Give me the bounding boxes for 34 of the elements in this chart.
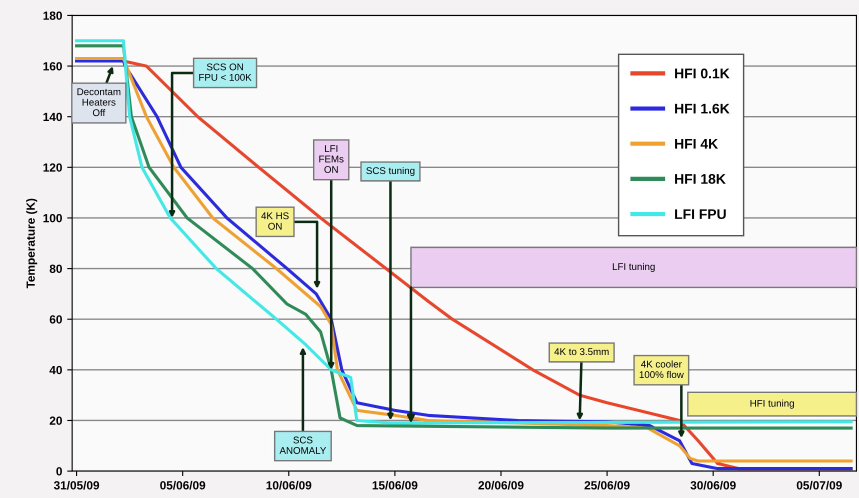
legend-label: HFI 1.6K	[675, 104, 730, 114]
annotation: 4K HS ON	[261, 212, 289, 230]
y-tick-label: 60	[50, 315, 62, 324]
y-tick-label: 120	[43, 163, 62, 172]
annotation: SCS tuning	[366, 166, 414, 176]
y-tick-label: 0	[56, 467, 62, 476]
x-tick-label: 15/06/09	[372, 480, 418, 490]
x-tick-label: 20/06/09	[478, 480, 524, 490]
annotation: LFI FEMs ON	[319, 145, 344, 173]
x-tick-label: 31/05/09	[54, 480, 100, 490]
y-tick-label: 40	[49, 366, 62, 374]
y-tick-label: 100	[43, 214, 62, 222]
annotation: 4K to 3.5mm	[554, 348, 609, 356]
y-tick-label: 80	[50, 264, 62, 273]
x-tick-label: 05/07/09	[796, 480, 842, 490]
x-tick-label: 05/06/09	[160, 480, 206, 490]
annotation: Decontam Heaters Off	[77, 88, 120, 116]
y-tick-label: 20	[50, 416, 62, 425]
y-tick-label: 160	[43, 62, 62, 70]
x-tick-label: 10/06/09	[266, 480, 312, 490]
x-tick-label: 30/06/09	[690, 480, 736, 490]
annotation: HFI tuning	[750, 400, 794, 409]
y-tick-label: 180	[43, 11, 62, 20]
annotation: SCS ANOMALY	[280, 436, 326, 454]
legend-label: HFI 0.1K	[675, 68, 730, 78]
annotation: SCS ON FPU < 100K	[199, 63, 252, 81]
legend-label: LFI FPU	[675, 209, 726, 220]
y-axis-title: Temperature (K)	[26, 198, 38, 288]
legend-label: HFI 4K	[675, 139, 718, 149]
annotation: 4K cooler 100% flow	[640, 360, 684, 378]
y-tick-label: 140	[43, 112, 62, 122]
legend-label: HFI 18K	[675, 174, 726, 184]
annotation: LFI tuning	[612, 262, 655, 272]
x-tick-label: 25/06/09	[584, 480, 630, 490]
